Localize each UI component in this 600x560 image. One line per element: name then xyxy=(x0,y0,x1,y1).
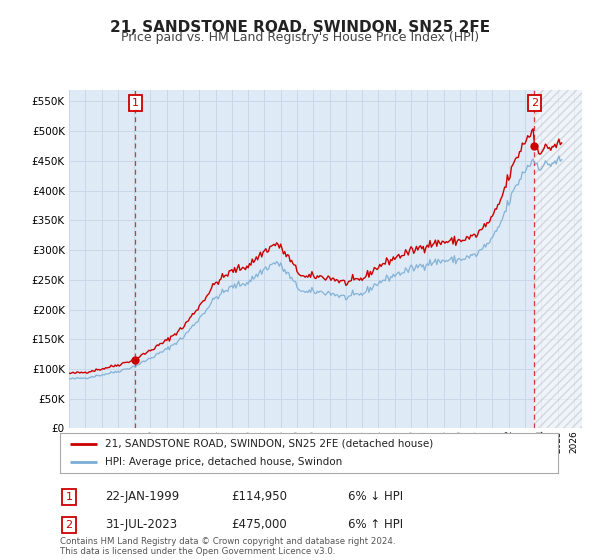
Text: 31-JUL-2023: 31-JUL-2023 xyxy=(105,518,177,531)
Text: Price paid vs. HM Land Registry's House Price Index (HPI): Price paid vs. HM Land Registry's House … xyxy=(121,31,479,44)
Bar xyxy=(535,90,582,428)
Text: Contains HM Land Registry data © Crown copyright and database right 2024.: Contains HM Land Registry data © Crown c… xyxy=(60,537,395,546)
Text: 22-JAN-1999: 22-JAN-1999 xyxy=(105,490,179,503)
Text: 1: 1 xyxy=(65,492,73,502)
Text: 6% ↓ HPI: 6% ↓ HPI xyxy=(348,490,403,503)
Text: £114,950: £114,950 xyxy=(231,490,287,503)
Text: 21, SANDSTONE ROAD, SWINDON, SN25 2FE: 21, SANDSTONE ROAD, SWINDON, SN25 2FE xyxy=(110,20,490,35)
Text: HPI: Average price, detached house, Swindon: HPI: Average price, detached house, Swin… xyxy=(105,458,342,467)
Text: 1: 1 xyxy=(131,98,139,108)
Text: 2: 2 xyxy=(65,520,73,530)
Text: 6% ↑ HPI: 6% ↑ HPI xyxy=(348,518,403,531)
Text: 2: 2 xyxy=(531,98,538,108)
Text: This data is licensed under the Open Government Licence v3.0.: This data is licensed under the Open Gov… xyxy=(60,547,335,556)
Text: £475,000: £475,000 xyxy=(231,518,287,531)
Text: 21, SANDSTONE ROAD, SWINDON, SN25 2FE (detached house): 21, SANDSTONE ROAD, SWINDON, SN25 2FE (d… xyxy=(105,439,433,449)
